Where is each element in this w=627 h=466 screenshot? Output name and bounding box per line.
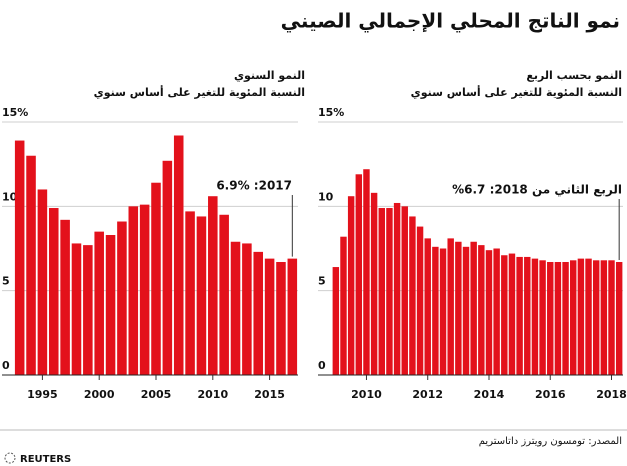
bar: [570, 260, 577, 375]
bar: [409, 216, 416, 375]
bar: [462, 246, 470, 375]
bar: [378, 208, 385, 375]
x-tick-label: 2000: [84, 388, 115, 401]
y-tick-label: 5: [318, 275, 326, 288]
source: المصدر: تومسون رويترز داتاستريم: [479, 436, 622, 447]
bar: [424, 238, 431, 375]
bar: [355, 174, 363, 375]
bar: [554, 261, 562, 375]
bar: [455, 241, 462, 375]
y-tick-label: 15%: [2, 106, 28, 119]
bar: [332, 267, 340, 375]
bar: [393, 202, 401, 375]
bar: [547, 261, 554, 375]
brand: REUTERS: [20, 454, 71, 465]
bar: [370, 192, 378, 375]
bar: [485, 250, 493, 375]
bar: [117, 221, 127, 375]
bar: [447, 238, 454, 375]
bar: [585, 258, 592, 375]
bar: [531, 258, 539, 375]
bar: [48, 208, 59, 375]
x-tick-label: 2015: [254, 388, 285, 401]
bar: [264, 258, 275, 375]
subtitle: النسبة المئوية للتغير على أساس سنوي: [411, 85, 622, 99]
bar: [508, 253, 516, 375]
bar: [219, 214, 229, 375]
x-tick-label: 1995: [27, 388, 58, 401]
bar: [151, 182, 161, 375]
bar: [37, 189, 48, 375]
bar: [105, 235, 116, 375]
bar: [276, 261, 286, 375]
x-tick-label: 2016: [535, 388, 566, 401]
bar: [493, 248, 500, 375]
y-tick-label: 0: [2, 359, 10, 372]
bar: [287, 258, 298, 375]
x-tick-label: 2012: [412, 388, 443, 401]
bar: [416, 226, 424, 375]
bar: [83, 245, 93, 375]
bar: [592, 260, 600, 375]
x-tick-label: 2010: [197, 388, 228, 401]
bar: [60, 219, 70, 375]
x-tick-label: 2005: [141, 388, 172, 401]
subtitle: النمو السنوي: [234, 69, 305, 82]
y-tick-label: 0: [318, 359, 326, 372]
bar: [196, 216, 207, 375]
bar: [363, 169, 370, 375]
x-tick-label: 2018: [596, 388, 627, 401]
bar: [230, 241, 241, 375]
y-tick-label: 10: [2, 190, 18, 203]
bar: [242, 243, 252, 375]
bar: [470, 241, 477, 375]
bar: [577, 258, 585, 375]
bar: [478, 245, 485, 375]
bar: [14, 140, 25, 375]
bar: [562, 261, 569, 375]
bar: [386, 208, 393, 375]
bar: [185, 211, 195, 375]
bar: [26, 155, 36, 375]
annotation: الربع الثاني من 2018: 6.7%: [452, 183, 622, 197]
bar: [139, 204, 150, 375]
bar: [608, 260, 615, 375]
bar: [208, 196, 218, 375]
bar: [162, 160, 173, 375]
bar: [94, 231, 104, 375]
bar: [340, 236, 347, 375]
bar: [253, 251, 264, 375]
bar: [516, 256, 523, 375]
subtitle: النمو بحسب الربع: [526, 69, 622, 82]
bar: [401, 206, 408, 375]
y-tick-label: 10: [318, 190, 334, 203]
y-tick-label: 15%: [318, 106, 344, 119]
bar: [600, 260, 608, 375]
brand-logo: [4, 452, 16, 464]
x-tick-label: 2014: [474, 388, 505, 401]
subtitle: النسبة المئوية للتغير على أساس سنوي: [94, 85, 305, 99]
bar: [347, 196, 355, 375]
x-tick-label: 2010: [351, 388, 382, 401]
y-tick-label: 5: [2, 275, 10, 288]
bar: [539, 260, 546, 375]
bar: [432, 246, 439, 375]
annotation: 2017: 6.9%: [216, 179, 292, 193]
bar: [501, 255, 508, 375]
page-title: نمو الناتج المحلي الإجمالي الصيني: [281, 9, 620, 34]
bar: [524, 256, 531, 375]
bar: [173, 135, 184, 375]
bar: [439, 248, 447, 375]
bar: [71, 243, 82, 375]
bar: [128, 206, 139, 375]
bar: [615, 261, 623, 375]
